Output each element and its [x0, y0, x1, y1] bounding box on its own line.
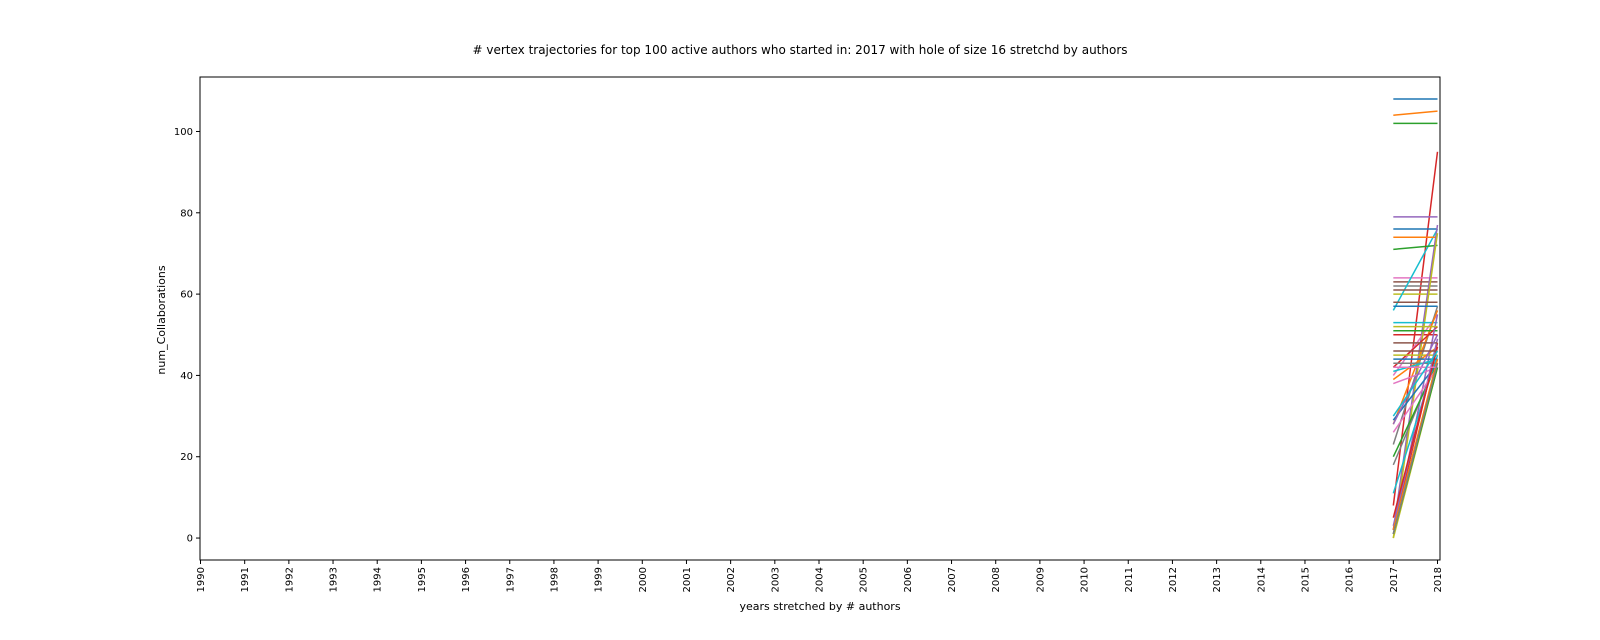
- x-tick-label: 2011: [1124, 567, 1135, 592]
- x-tick-label: 2015: [1300, 567, 1311, 592]
- y-tick-label: 100: [174, 127, 193, 138]
- y-axis-label: num_Collaborations: [155, 265, 168, 374]
- x-tick-label: 1992: [284, 567, 295, 592]
- x-tick-label: 2005: [859, 567, 870, 592]
- y-tick-label: 60: [180, 290, 193, 301]
- x-tick-label: 1998: [549, 567, 560, 592]
- x-tick-label: 2000: [638, 567, 649, 592]
- x-tick-label: 2017: [1389, 567, 1400, 592]
- plot-area: [199, 76, 1441, 561]
- series-line-13: [1393, 244, 1438, 251]
- y-tick-label: 0: [187, 534, 193, 545]
- x-tick-label: 2009: [1035, 567, 1046, 592]
- x-tick-label: 2016: [1345, 567, 1356, 592]
- x-tick-label: 2008: [991, 567, 1002, 592]
- x-tick-label: 1993: [329, 567, 340, 592]
- x-tick-label: 2012: [1168, 567, 1179, 592]
- x-tick-label: 2007: [947, 567, 958, 592]
- series-layer: [1392, 98, 1439, 539]
- series-line-50: [1392, 350, 1439, 417]
- series-line-10: [1392, 228, 1439, 311]
- series-line-24: [1392, 326, 1439, 368]
- x-tick-label: 2006: [903, 567, 914, 592]
- series-line-17: [1392, 313, 1439, 376]
- y-axis: 0 20 40 60 80 100: [174, 127, 200, 545]
- x-tick-label: 2004: [815, 567, 826, 592]
- x-tick-label: 2014: [1256, 567, 1267, 592]
- x-axis: 1990 1991 1992 1993 1994 1995 1996 1997 1998 1999…: [196, 560, 1444, 592]
- x-tick-label: 1996: [461, 567, 472, 592]
- x-tick-label: 1994: [373, 567, 384, 592]
- series-line-42: [1392, 358, 1439, 531]
- x-tick-label: 1997: [505, 567, 516, 592]
- x-tick-label: 1991: [240, 567, 251, 592]
- x-tick-label: 2013: [1212, 567, 1223, 592]
- x-tick-label: 2003: [770, 567, 781, 592]
- x-tick-label: 1990: [196, 567, 207, 592]
- x-axis-label: years stretched by # authors: [739, 600, 900, 613]
- x-tick-label: 2001: [682, 567, 693, 592]
- x-tick-label: 1995: [417, 567, 428, 592]
- y-tick-label: 20: [180, 452, 193, 463]
- series-line-44: [1392, 346, 1439, 518]
- y-tick-label: 40: [180, 371, 193, 382]
- y-tick-label: 80: [180, 208, 193, 219]
- x-tick-label: 2010: [1080, 567, 1091, 592]
- series-line-48: [1392, 363, 1439, 535]
- series-line-2: [1393, 110, 1438, 116]
- series-line-45: [1392, 334, 1439, 425]
- x-tick-label: 1999: [594, 567, 605, 592]
- x-tick-label: 2018: [1433, 567, 1444, 592]
- x-tick-label: 2002: [726, 567, 737, 592]
- chart-title: # vertex trajectories for top 100 active…: [472, 43, 1127, 57]
